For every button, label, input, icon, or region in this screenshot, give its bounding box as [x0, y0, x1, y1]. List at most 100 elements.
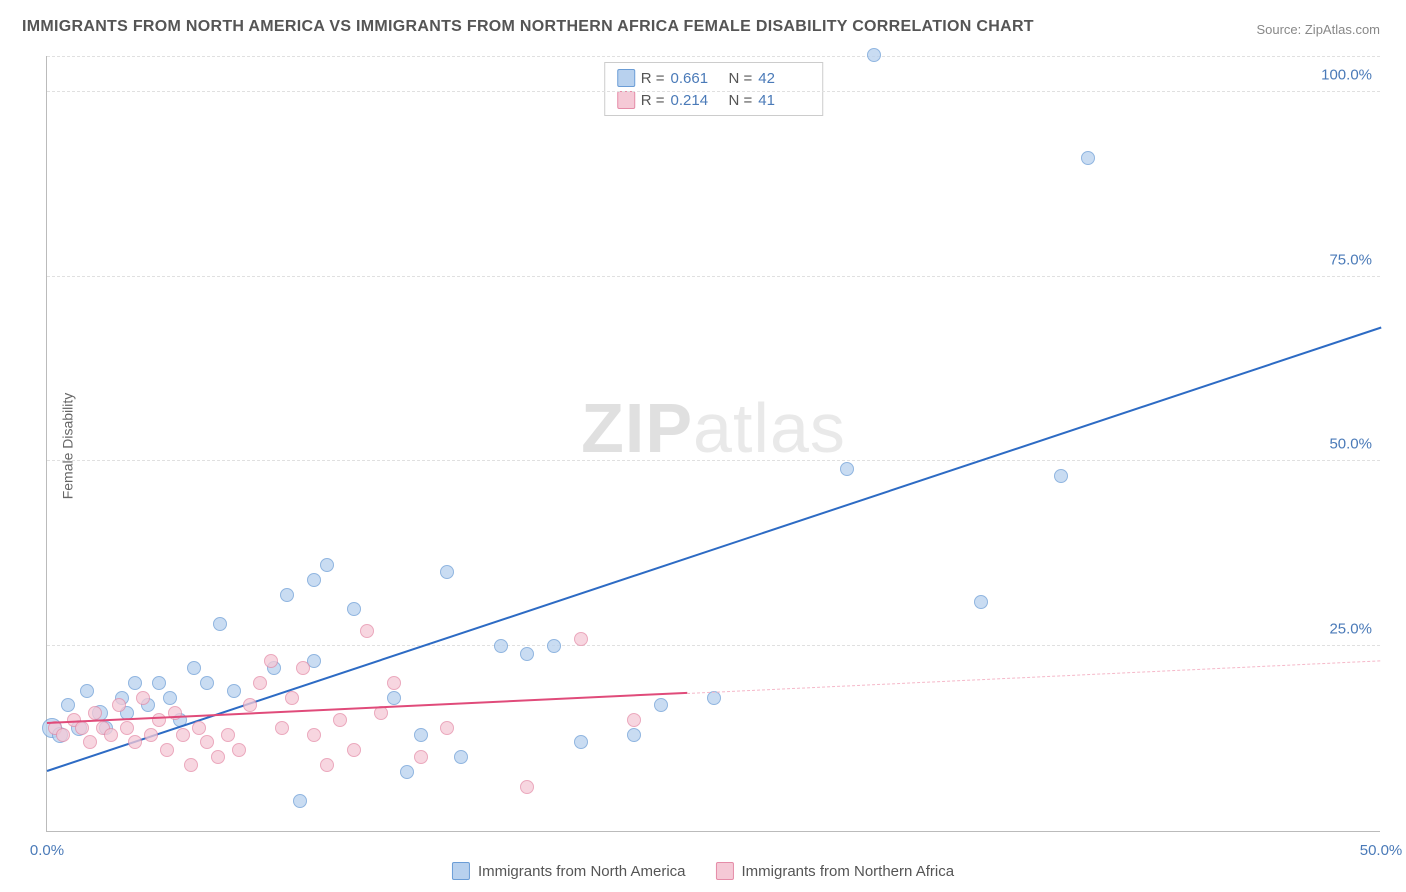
scatter-point: [1081, 151, 1095, 165]
scatter-point: [280, 588, 294, 602]
scatter-point: [285, 691, 299, 705]
legend-r-value: 0.661: [671, 70, 723, 87]
scatter-point: [200, 676, 214, 690]
scatter-point: [61, 698, 75, 712]
scatter-point: [128, 676, 142, 690]
legend-r-label: R =: [641, 92, 665, 109]
scatter-point: [414, 750, 428, 764]
scatter-point: [494, 639, 508, 653]
scatter-point: [293, 794, 307, 808]
scatter-point: [136, 691, 150, 705]
legend-row: R = 0.661 N = 42: [617, 67, 811, 89]
scatter-point: [440, 565, 454, 579]
x-tick-label: 0.0%: [30, 842, 64, 859]
scatter-point: [163, 691, 177, 705]
legend-r-value: 0.214: [671, 92, 723, 109]
scatter-point: [243, 698, 257, 712]
series-legend: Immigrants from North America Immigrants …: [452, 862, 954, 880]
scatter-point: [547, 639, 561, 653]
gridline: [47, 56, 1380, 57]
series-legend-item: Immigrants from North America: [452, 862, 686, 880]
scatter-point: [520, 780, 534, 794]
scatter-point: [974, 595, 988, 609]
scatter-point: [387, 676, 401, 690]
scatter-point: [176, 728, 190, 742]
scatter-point: [360, 624, 374, 638]
scatter-point: [414, 728, 428, 742]
gridline: [47, 460, 1380, 461]
scatter-point: [200, 735, 214, 749]
chart-title: IMMIGRANTS FROM NORTH AMERICA VS IMMIGRA…: [22, 18, 1034, 36]
correlation-legend: R = 0.661 N = 42 R = 0.214 N = 41: [604, 62, 824, 116]
y-tick-label: 100.0%: [1321, 66, 1372, 83]
scatter-point: [88, 706, 102, 720]
legend-n-label: N =: [729, 92, 753, 109]
scatter-point: [333, 713, 347, 727]
plot-area: ZIPatlas R = 0.661 N = 42 R = 0.214 N = …: [46, 56, 1380, 832]
legend-swatch: [617, 69, 635, 87]
legend-r-label: R =: [641, 70, 665, 87]
scatter-point: [307, 573, 321, 587]
scatter-point: [227, 684, 241, 698]
legend-swatch: [452, 862, 470, 880]
legend-n-value: 41: [758, 92, 810, 109]
scatter-point: [296, 661, 310, 675]
scatter-point: [83, 735, 97, 749]
scatter-point: [213, 617, 227, 631]
legend-swatch: [617, 91, 635, 109]
scatter-point: [654, 698, 668, 712]
scatter-point: [867, 48, 881, 62]
legend-row: R = 0.214 N = 41: [617, 89, 811, 111]
scatter-point: [104, 728, 118, 742]
scatter-point: [307, 728, 321, 742]
scatter-point: [320, 758, 334, 772]
series-label: Immigrants from Northern Africa: [741, 863, 954, 880]
scatter-point: [221, 728, 235, 742]
legend-n-value: 42: [758, 70, 810, 87]
gridline: [47, 276, 1380, 277]
y-tick-label: 75.0%: [1329, 251, 1372, 268]
y-tick-label: 25.0%: [1329, 621, 1372, 638]
scatter-point: [211, 750, 225, 764]
legend-swatch: [715, 862, 733, 880]
scatter-point: [840, 462, 854, 476]
scatter-point: [232, 743, 246, 757]
scatter-point: [454, 750, 468, 764]
gridline: [47, 91, 1380, 92]
scatter-point: [144, 728, 158, 742]
legend-n-label: N =: [729, 70, 753, 87]
scatter-point: [128, 735, 142, 749]
series-legend-item: Immigrants from Northern Africa: [715, 862, 954, 880]
scatter-point: [187, 661, 201, 675]
series-label: Immigrants from North America: [478, 863, 686, 880]
scatter-point: [1054, 469, 1068, 483]
scatter-point: [627, 713, 641, 727]
scatter-point: [264, 654, 278, 668]
scatter-point: [184, 758, 198, 772]
scatter-point: [56, 728, 70, 742]
scatter-point: [347, 602, 361, 616]
scatter-point: [320, 558, 334, 572]
scatter-point: [80, 684, 94, 698]
scatter-point: [574, 735, 588, 749]
scatter-point: [387, 691, 401, 705]
scatter-point: [152, 713, 166, 727]
scatter-point: [574, 632, 588, 646]
y-tick-label: 50.0%: [1329, 436, 1372, 453]
scatter-point: [112, 698, 126, 712]
watermark: ZIPatlas: [581, 388, 846, 468]
scatter-point: [253, 676, 267, 690]
scatter-point: [440, 721, 454, 735]
scatter-point: [275, 721, 289, 735]
scatter-point: [400, 765, 414, 779]
x-tick-label: 50.0%: [1360, 842, 1403, 859]
scatter-point: [160, 743, 174, 757]
scatter-point: [707, 691, 721, 705]
gridline: [47, 645, 1380, 646]
scatter-point: [347, 743, 361, 757]
scatter-point: [520, 647, 534, 661]
trend-line: [687, 660, 1381, 694]
scatter-point: [120, 721, 134, 735]
scatter-point: [192, 721, 206, 735]
scatter-point: [75, 721, 89, 735]
